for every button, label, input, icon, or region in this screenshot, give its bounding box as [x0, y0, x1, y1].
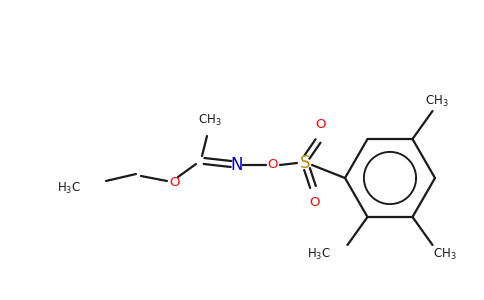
Text: O: O [169, 176, 179, 188]
Text: H$_3$C: H$_3$C [57, 180, 81, 196]
Text: N: N [231, 156, 243, 174]
Text: O: O [315, 118, 325, 131]
Text: CH$_3$: CH$_3$ [433, 246, 456, 262]
Text: CH$_3$: CH$_3$ [198, 112, 222, 128]
Text: O: O [310, 196, 320, 209]
Text: H$_3$C: H$_3$C [307, 246, 332, 262]
Text: CH$_3$: CH$_3$ [424, 94, 448, 109]
Text: S: S [300, 154, 310, 172]
Text: O: O [268, 158, 278, 172]
